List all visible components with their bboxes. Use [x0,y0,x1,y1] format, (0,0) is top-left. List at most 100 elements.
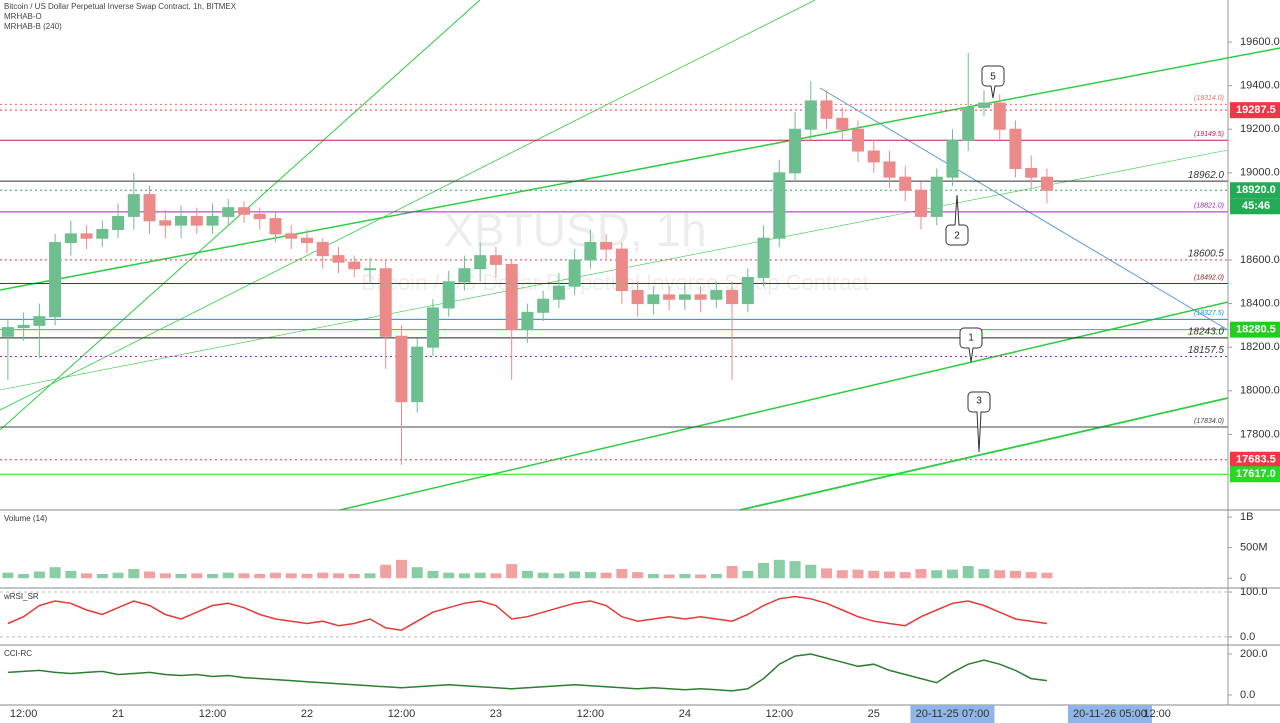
candle-body [615,248,628,292]
level-label: 18600.5 [1188,249,1225,260]
trendline [339,301,1229,511]
candle-body [600,242,613,250]
candle-body [1,327,14,337]
trendline [819,87,1229,331]
volume-bar [317,572,329,579]
candle-body [458,268,471,283]
callout-text: 1 [968,333,974,344]
candle-body [962,106,975,141]
candle-body [773,172,786,239]
volume-bar [915,569,927,579]
price-box [1230,321,1280,338]
volume-bar [238,573,250,579]
candle-body [348,261,361,270]
volume-bar [758,562,770,579]
x-tick-label: 21 [112,708,124,720]
trendline [0,47,1280,291]
candle-body [190,215,203,226]
candle-body [395,335,408,403]
volume-bar [537,572,549,579]
price-box [1230,466,1280,483]
candle-body [726,290,739,305]
trendline [739,397,1229,511]
pane-title: wRSI_SR [3,592,39,601]
volume-bar [663,574,675,579]
volume-bar [270,572,282,579]
volume-bar [175,573,187,579]
candle-body [238,207,251,215]
candle-body [222,207,235,217]
candle-body [300,237,314,244]
callout-text: 2 [954,231,960,242]
volume-bar [254,573,266,579]
y-tick-label: 18000.0 [1240,385,1280,397]
candle-body [914,189,928,217]
candle-body [757,237,770,278]
volume-bar [411,567,423,579]
y-tick-label: 19400.0 [1240,80,1280,92]
volume-bar [1041,572,1053,579]
volume-bar [474,572,486,579]
volume-bar [332,573,344,579]
level-label: 18962.0 [1188,170,1225,181]
volume-bar [899,572,911,579]
candle-body [112,215,125,231]
callout: 3 [967,391,991,453]
candle-body [332,255,345,263]
price-box-label: 17617.0 [1236,468,1276,480]
y-tick-label: 0.0 [1240,689,1255,701]
candle-body [33,316,46,326]
level-label: (19149.5) [1194,131,1224,138]
candle-body [1040,176,1053,191]
volume-bar [81,573,93,579]
trendline [0,0,481,431]
candle-body [253,213,266,220]
volume-bar [112,572,124,579]
candle-body [899,176,912,191]
candle-body [159,220,172,226]
volume-bar [978,569,990,579]
candle-body [521,311,534,331]
callout-shape [945,194,969,246]
y-tick-label: 19000.0 [1240,167,1280,179]
x-tick-label: 12:00 [766,708,794,720]
plot: (19314.0) (19149.5) 18962.0 (18821.0) 18600.… [0,52,1228,692]
indicator-line [7,595,1048,631]
y-tick-label: 1B [1240,511,1253,523]
volume-bar [773,559,785,579]
level-label: (19314.0) [1194,95,1224,102]
candle-body [647,294,660,305]
y-tick-label: 500M [1240,542,1268,554]
volume-bar [65,570,77,579]
candle-body [852,128,865,152]
volume-bar [584,572,596,579]
candle-body [584,242,597,261]
x-tick-label: 22 [301,708,313,720]
candle-body [631,290,644,305]
callout-shape [967,391,991,453]
watermark: XBTUSD, 1h [443,204,706,256]
x-tick-label: 12:00 [10,708,38,720]
volume-bar [18,573,30,579]
candle-body [883,161,896,178]
candle-body [741,276,754,305]
candle-body [316,242,329,257]
volume-bar [364,573,376,579]
price-box-label: 18280.5 [1236,324,1276,336]
candle-body [820,100,833,119]
candle-body [127,194,140,217]
volume-bar [159,573,171,579]
volume-bar [96,573,108,579]
candle-body [552,285,565,300]
price-box-label: 17683.5 [1236,454,1276,466]
y-tick-label: 0 [1240,572,1246,584]
countdown: 45:46 [1242,200,1270,212]
volume-bar [1009,570,1021,579]
candle-body [537,298,550,313]
x-label-highlight [1067,705,1152,723]
candle-body [678,294,691,300]
volume-bar [553,573,565,579]
x-label-highlight [910,705,995,723]
price-box [1230,182,1280,199]
